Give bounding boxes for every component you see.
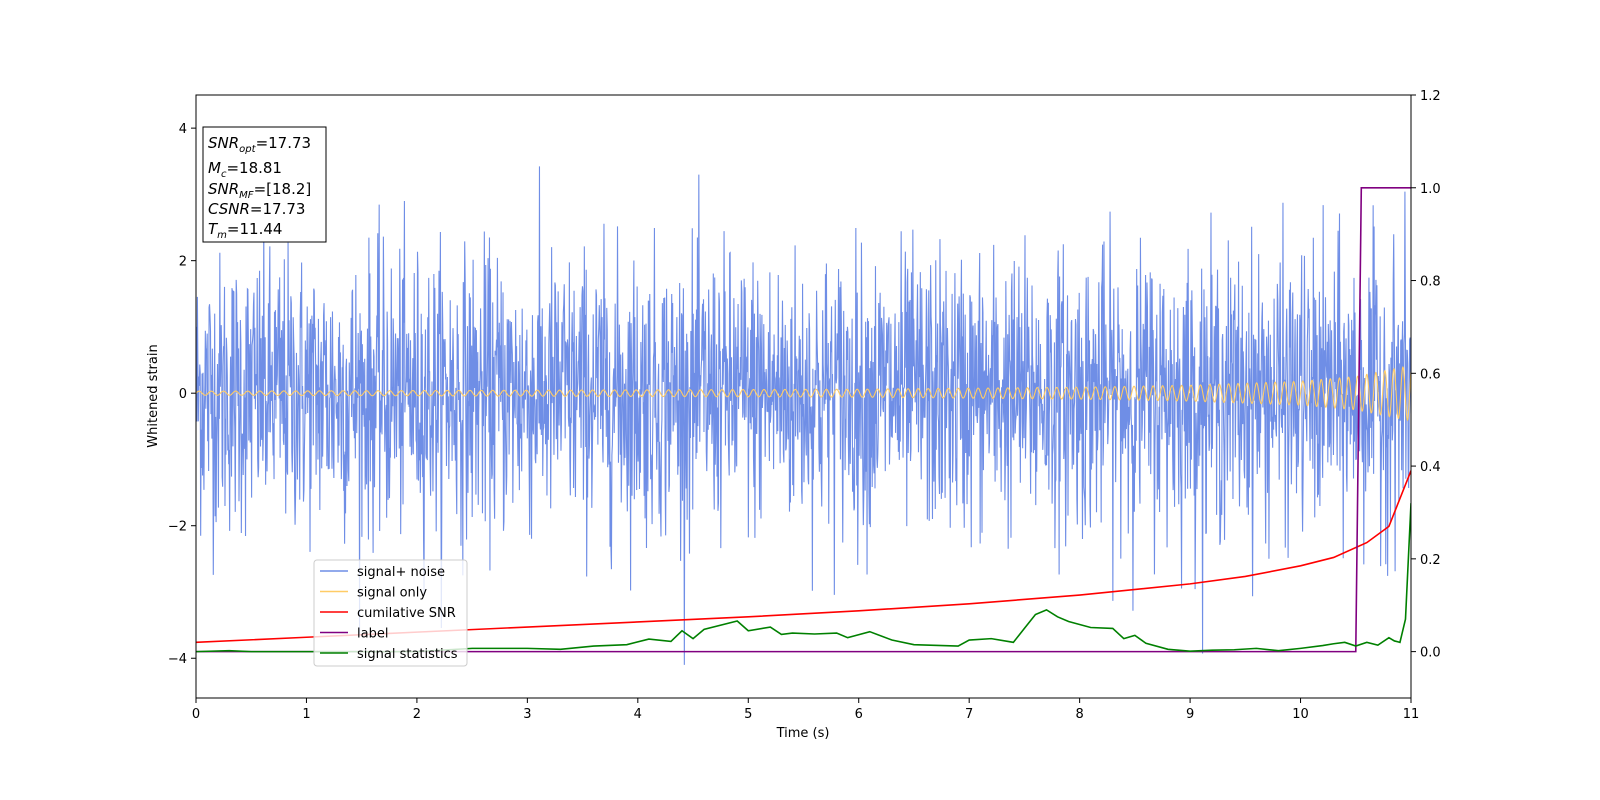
legend-entry: cumilative SNR [357,606,456,621]
x-tick-label: 11 [1403,707,1420,722]
y-right-tick-label: 0.2 [1420,553,1441,568]
legend: signal+ noise signal only cumilative SNR la… [313,559,468,667]
y-right-tick-label: 0.4 [1420,460,1441,475]
y-right-tick-label: 0.6 [1420,367,1441,382]
series-label [196,186,1411,653]
legend-entry: signal statistics [357,647,458,662]
legend-frame [313,559,468,667]
x-tick-label: 7 [965,707,973,722]
x-tick-label: 2 [413,707,421,722]
series-cumilative-snr [196,470,1411,644]
annotation-line: SNRMF=[18.2] [208,180,311,201]
annotation-line: Tm=11.44 [208,220,282,241]
series-layer [196,166,1411,665]
y-right-tick-label: 1.0 [1420,182,1441,197]
annotation-line: CSNR=17.73 [208,200,305,218]
y-axis-right: 0.0 0.2 0.4 0.6 0.8 1.0 1.2 [1411,89,1441,661]
y-left-tick-label: 4 [179,122,187,137]
y-axis-label: Whitened strain [146,344,161,447]
y-right-tick-label: 0.0 [1420,646,1441,661]
x-tick-label: 4 [634,707,642,722]
x-tick-label: 1 [302,707,310,722]
x-tick-label: 9 [1186,707,1194,722]
legend-entry: signal+ noise [357,565,445,580]
y-left-tick-label: −2 [168,520,187,535]
series-signal-noise [196,166,1411,665]
legend-entry: label [357,627,388,642]
annotation-line: Mc=18.81 [208,159,282,180]
x-tick-label: 6 [855,707,863,722]
legend-entry: signal only [357,586,427,601]
x-tick-label: 0 [192,707,200,722]
y-axis-left: −4 −2 0 2 4 [168,122,196,667]
annotation-frame [202,126,327,243]
x-axis-label: Time (s) [776,726,830,741]
annotation-line: SNRopt=17.73 [208,134,311,155]
series-signal-only [196,366,1411,422]
y-left-tick-label: 0 [179,387,187,402]
y-left-tick-label: −4 [168,652,187,667]
x-tick-label: 10 [1292,707,1309,722]
x-axis: 0 1 2 3 4 5 6 7 8 9 10 11 [192,698,1419,722]
y-right-tick-label: 1.2 [1420,89,1441,104]
plot-frame [195,94,1412,699]
annotation-box: SNRopt=17.73 Mc=18.81SNRMF=[18.2]CSNR=17.… [202,126,327,243]
x-tick-label: 3 [523,707,531,722]
x-tick-label: 5 [744,707,752,722]
series-signal-statistics [196,503,1411,653]
x-tick-label: 8 [1075,707,1083,722]
y-right-tick-label: 0.8 [1420,275,1441,290]
y-left-tick-label: 2 [179,255,187,270]
